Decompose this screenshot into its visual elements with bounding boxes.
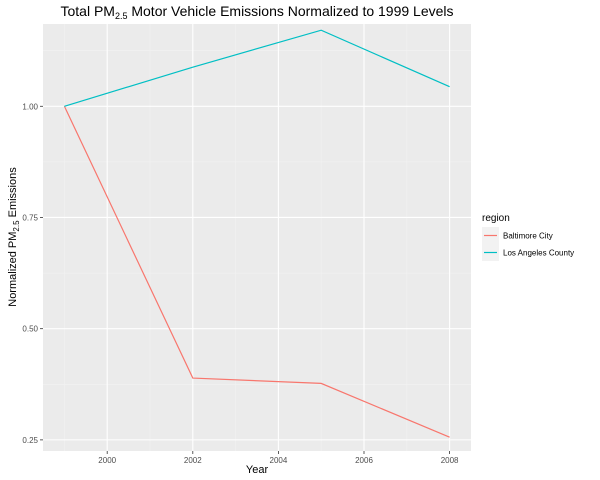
x-axis: 2000 2002 2004 2006 2008	[98, 451, 459, 465]
minor-gridlines	[43, 24, 471, 451]
x-tick-label: 2000	[98, 456, 116, 465]
chart-title-subscript: 2.5	[115, 11, 128, 21]
series-line-baltimore-city	[63, 106, 450, 438]
y-axis: 0.25 0.50 0.75 1.00	[22, 102, 43, 445]
major-gridlines	[43, 24, 471, 451]
y-tick-label: 0.50	[22, 325, 38, 334]
chart-title: Total PM2.5 Motor Vehicle Emissions Norm…	[60, 3, 453, 21]
legend-item-baltimore-city: Baltimore City	[482, 227, 553, 244]
series-line-los-angeles-county	[64, 29, 450, 107]
plot-panel	[43, 24, 471, 451]
y-tick-label: 1.00	[22, 102, 38, 111]
x-tick-label: 2004	[270, 456, 288, 465]
x-tick-label: 2002	[184, 456, 202, 465]
y-axis-title-subscript: 2.5	[12, 220, 21, 232]
series-lines	[63, 29, 450, 438]
y-tick-label: 0.75	[22, 213, 38, 222]
legend-items: Baltimore City Los Angeles County	[482, 227, 574, 261]
y-axis-title: Normalized PM2.5 Emissions	[7, 167, 21, 307]
legend-label: Baltimore City	[503, 232, 553, 241]
y-axis-title-main: Normalized PM	[7, 232, 19, 307]
x-tick-label: 2008	[441, 456, 459, 465]
x-axis-title: Year	[246, 464, 269, 476]
legend-title: region	[482, 213, 510, 224]
legend-item-los-angeles-county: Los Angeles County	[482, 244, 574, 261]
y-tick-label: 0.25	[22, 436, 38, 445]
legend: region Baltimore City Los Angeles County	[482, 213, 574, 261]
chart-title-main: Total PM	[60, 3, 114, 19]
x-tick-label: 2006	[355, 456, 373, 465]
legend-label: Los Angeles County	[503, 249, 574, 258]
chart-title-rest: Motor Vehicle Emissions Normalized to 19…	[127, 3, 453, 19]
y-axis-title-rest: Emissions	[7, 167, 19, 221]
